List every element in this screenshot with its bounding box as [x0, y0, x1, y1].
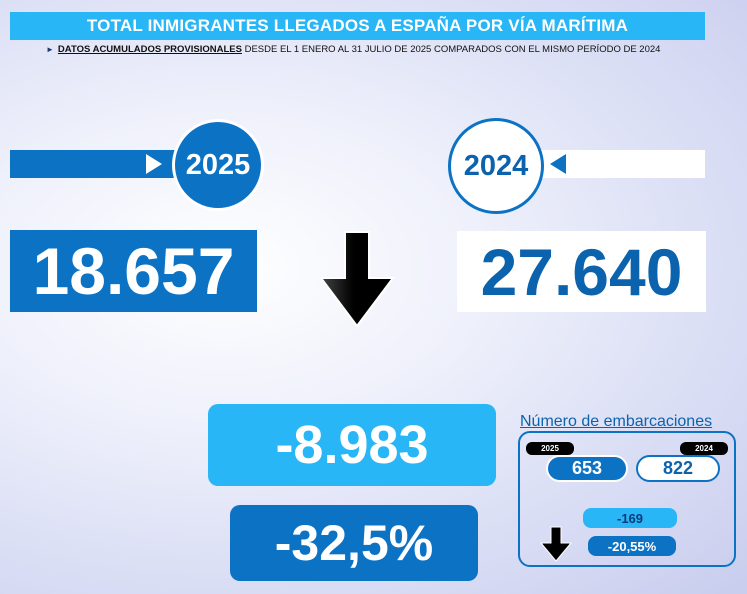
bullet-icon: ►: [46, 45, 54, 54]
total-2024: 27.640: [457, 231, 706, 312]
difference-percent: -32,5%: [230, 505, 478, 581]
left-pointer-icon: [550, 154, 566, 174]
page-title: TOTAL INMIGRANTES LLEGADOS A ESPAÑA POR …: [10, 12, 705, 40]
boats-tag-2025: 2025: [526, 442, 574, 455]
boats-percent: -20,55%: [588, 536, 676, 556]
small-down-arrow-icon: [540, 526, 572, 562]
boats-tag-2024: 2024: [680, 442, 728, 455]
difference-absolute: -8.983: [208, 404, 496, 486]
down-arrow-icon: [319, 231, 395, 328]
boats-panel: [518, 431, 736, 567]
year-2025-badge: 2025: [172, 119, 264, 211]
subtitle-highlight: DATOS ACUMULADOS PROVISIONALES: [57, 44, 242, 55]
boats-title: Número de embarcaciones: [520, 413, 713, 430]
year-2024-badge: 2024: [448, 118, 544, 214]
total-2025: 18.657: [10, 230, 257, 312]
right-pointer-icon: [146, 154, 162, 174]
boats-difference: -169: [583, 508, 677, 528]
boats-2025: 653: [546, 455, 628, 482]
boats-2024: 822: [636, 455, 720, 482]
subtitle: ► DATOS ACUMULADOS PROVISIONALES DESDE EL…: [46, 44, 660, 55]
subtitle-text: DESDE EL 1 ENERO AL 31 JULIO DE 2025 COM…: [241, 44, 661, 55]
